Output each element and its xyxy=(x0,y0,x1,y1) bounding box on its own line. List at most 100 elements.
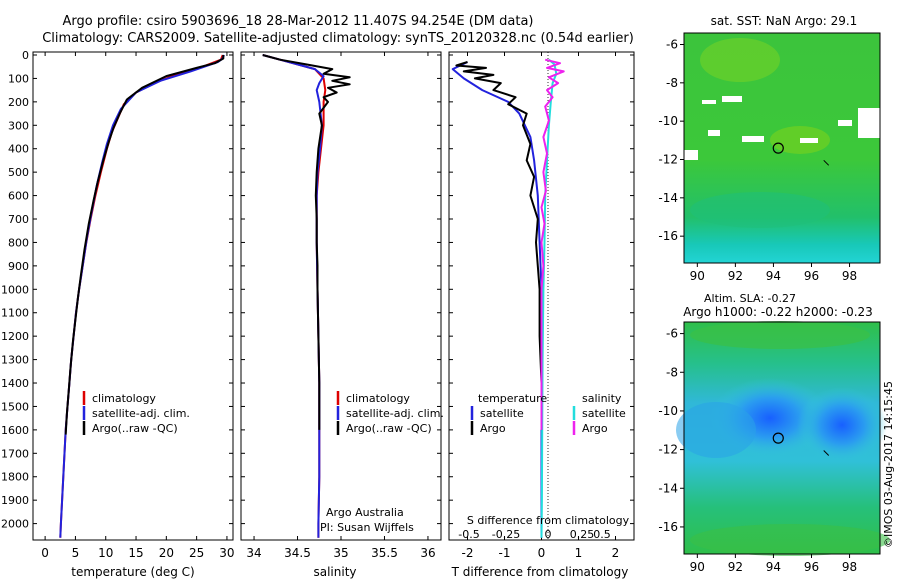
sla-map-title-2: Argo h1000: -0.22 h2000: -0.23 xyxy=(683,305,873,319)
salinity-x-axis: 34 34.5 35 35.5 36 xyxy=(246,52,436,560)
depth-tick-label: 300 xyxy=(8,119,29,132)
depth-tick-label: 400 xyxy=(8,143,29,156)
map-x-tick-label: 90 xyxy=(690,560,705,574)
difference-panel: -2 -1 0 1 2 S difference from climatology -0… xyxy=(448,51,635,579)
sla-high-anomaly xyxy=(690,321,870,349)
sst-missing-data xyxy=(800,138,818,143)
sla-map-panel: Altim. SLA: -0.27 Argo h1000: -0.22 h200… xyxy=(658,292,890,574)
annotation-argo-australia: Argo Australia xyxy=(326,506,404,519)
sst-missing-data xyxy=(858,108,880,138)
x-tick-label: 34 xyxy=(246,546,261,560)
float-track xyxy=(823,450,830,456)
salinity-legend: climatology satellite-adj. clim. Argo(..… xyxy=(336,391,444,435)
s-diff-tick-label: 0.5 xyxy=(593,528,611,541)
series-line-argo xyxy=(64,55,225,435)
series-line-s-argo xyxy=(540,58,565,430)
depth-tick-label: 900 xyxy=(8,260,29,273)
map-y-tick-label: -16 xyxy=(658,229,678,243)
temperature-panel: 0100200300400500600700800900100011001200… xyxy=(1,49,235,579)
map-x-tick-label: 98 xyxy=(842,269,857,283)
header-line-1: Argo profile: csiro 5903696_18 28-Mar-20… xyxy=(63,14,534,29)
map-x-tick-label: 94 xyxy=(766,560,781,574)
sla-high-anomaly xyxy=(690,524,890,556)
map-y-tick-label: -14 xyxy=(658,191,678,205)
depth-tick-label: 0 xyxy=(22,49,29,62)
map-x-tick-label: 96 xyxy=(804,560,819,574)
legend-s-satellite-label: satellite xyxy=(582,407,626,420)
depth-tick-label: 600 xyxy=(8,190,29,203)
x-tick-label: 25 xyxy=(189,546,204,560)
sst-warm-patch xyxy=(700,38,780,82)
depth-tick-label: 800 xyxy=(8,236,29,249)
temperature-x-label: temperature (deg C) xyxy=(71,565,194,579)
x-tick-label: 20 xyxy=(159,546,174,560)
depth-tick-label: 500 xyxy=(8,166,29,179)
float-track xyxy=(823,159,830,166)
map-x-tick-label: 94 xyxy=(766,269,781,283)
x-tick-label: 36 xyxy=(420,546,435,560)
depth-tick-label: 700 xyxy=(8,213,29,226)
legend-temperature-heading: temperature xyxy=(478,392,547,405)
sla-low-anomaly xyxy=(676,402,756,458)
legend-argo-label: Argo(..raw -QC) xyxy=(92,422,178,435)
sla-map-title-1: Altim. SLA: -0.27 xyxy=(704,292,796,305)
sst-map-frame xyxy=(683,32,881,264)
x-tick-label: 35.5 xyxy=(371,546,398,560)
map-y-tick-label: -6 xyxy=(666,38,678,52)
depth-tick-label: 1700 xyxy=(1,447,29,460)
map-y-tick-label: -14 xyxy=(658,481,678,495)
x-tick-label: 0 xyxy=(41,546,49,560)
depth-tick-label: 1300 xyxy=(1,354,29,367)
map-y-tick-label: -8 xyxy=(666,365,678,379)
x-tick-label: -1 xyxy=(499,546,511,560)
map-x-tick-label: 90 xyxy=(690,269,705,283)
x-tick-label: 15 xyxy=(128,546,143,560)
x-tick-label: 10 xyxy=(98,546,113,560)
legend-salinity-heading: salinity xyxy=(582,392,622,405)
s-diff-tick-label: -0.25 xyxy=(492,528,520,541)
legend-climatology-label: climatology xyxy=(92,392,156,405)
s-difference-label: S difference from climatology xyxy=(467,514,630,527)
x-tick-label: 35 xyxy=(333,546,348,560)
header-line-2: Climatology: CARS2009. Satellite-adjuste… xyxy=(42,31,634,46)
depth-tick-label: 200 xyxy=(8,96,29,109)
sst-cool-patch xyxy=(690,192,830,228)
s-diff-tick-label: 0.25 xyxy=(570,528,595,541)
sla-map-frame xyxy=(683,321,881,555)
argo-position-marker xyxy=(772,432,784,444)
legend-t-argo-label: Argo xyxy=(480,422,506,435)
x-tick-label: 1 xyxy=(575,546,583,560)
sst-missing-data xyxy=(684,150,698,160)
legend-t-satellite-label: satellite xyxy=(480,407,524,420)
map-x-tick-label: 96 xyxy=(804,269,819,283)
sst-missing-data xyxy=(708,130,720,136)
s-diff-tick-label: -0.5 xyxy=(458,528,479,541)
salinity-plot-frame xyxy=(240,51,442,541)
depth-tick-label: 1800 xyxy=(1,471,29,484)
map-y-tick-label: -12 xyxy=(658,153,678,167)
sst-missing-data xyxy=(742,136,764,142)
depth-tick-label: 1100 xyxy=(1,307,29,320)
depth-axis: 0 100 200 300 400 500 600 700 800 900 1000 1100 1200… xyxy=(1,49,233,531)
legend-satellite-label: satellite-adj. clim. xyxy=(92,407,190,420)
x-tick-label: 30 xyxy=(219,546,234,560)
s-diff-tick-label: 0 xyxy=(545,528,552,541)
map-y-tick-label: -12 xyxy=(658,443,678,457)
map-y-tick-label: -6 xyxy=(666,327,678,341)
salinity-x-label: salinity xyxy=(313,565,356,579)
map-x-tick-label: 98 xyxy=(842,560,857,574)
depth-tick-label: 1600 xyxy=(1,424,29,437)
x-tick-label: 34.5 xyxy=(284,546,311,560)
legend-climatology-label: climatology xyxy=(346,392,410,405)
sla-low-anomaly xyxy=(797,387,887,463)
s-difference-axis: -0.5 -0.25 0 0.25 0.5 xyxy=(458,528,610,541)
sst-missing-data xyxy=(838,120,852,126)
series-line-argo xyxy=(262,54,351,430)
series-line-t-argo xyxy=(455,61,543,430)
x-tick-label: -2 xyxy=(462,546,474,560)
temperature-plot-frame xyxy=(32,51,234,541)
legend-s-argo-label: Argo xyxy=(582,422,608,435)
x-tick-label: 5 xyxy=(72,546,80,560)
sst-missing-data xyxy=(702,100,716,104)
